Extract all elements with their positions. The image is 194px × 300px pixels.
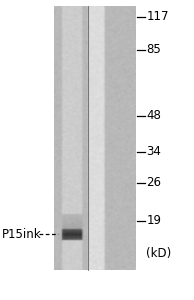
Text: 34: 34 xyxy=(146,145,161,158)
Text: 117: 117 xyxy=(146,10,169,23)
Text: 26: 26 xyxy=(146,176,161,190)
Text: P15ink: P15ink xyxy=(2,227,42,241)
Text: 85: 85 xyxy=(146,43,161,56)
Text: 48: 48 xyxy=(146,109,161,122)
Text: (kD): (kD) xyxy=(146,247,172,260)
Text: 19: 19 xyxy=(146,214,161,227)
